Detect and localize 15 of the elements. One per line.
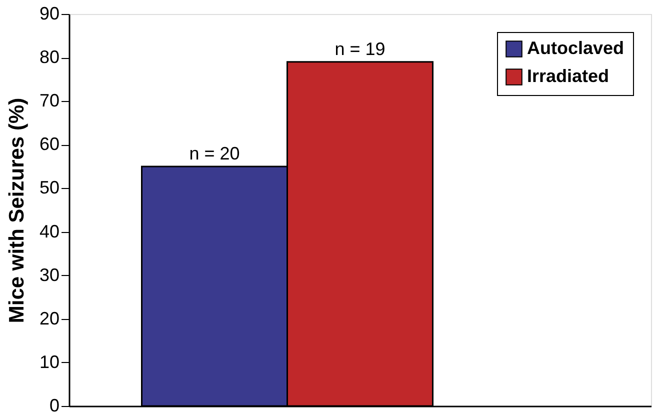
y-axis-title: Mice with Seizures (%) bbox=[5, 98, 28, 324]
y-tick-label: 90 bbox=[39, 4, 60, 24]
y-tick-label: 50 bbox=[39, 178, 60, 198]
y-tick-label: 80 bbox=[39, 47, 60, 68]
y-tick-label: 60 bbox=[39, 134, 60, 154]
legend-label: Irradiated bbox=[527, 66, 610, 86]
legend-label: Autoclaved bbox=[527, 38, 624, 58]
annotation: n = 20 bbox=[189, 143, 240, 164]
y-tick-label: 10 bbox=[39, 352, 60, 372]
annotation: n = 19 bbox=[334, 38, 386, 59]
y-tick-label: 70 bbox=[39, 90, 60, 111]
y-tick-label: 40 bbox=[39, 221, 60, 242]
y-tick-label: 30 bbox=[39, 264, 60, 285]
y-tick-label: 20 bbox=[39, 308, 60, 328]
y-tick-label: 0 bbox=[49, 396, 60, 416]
